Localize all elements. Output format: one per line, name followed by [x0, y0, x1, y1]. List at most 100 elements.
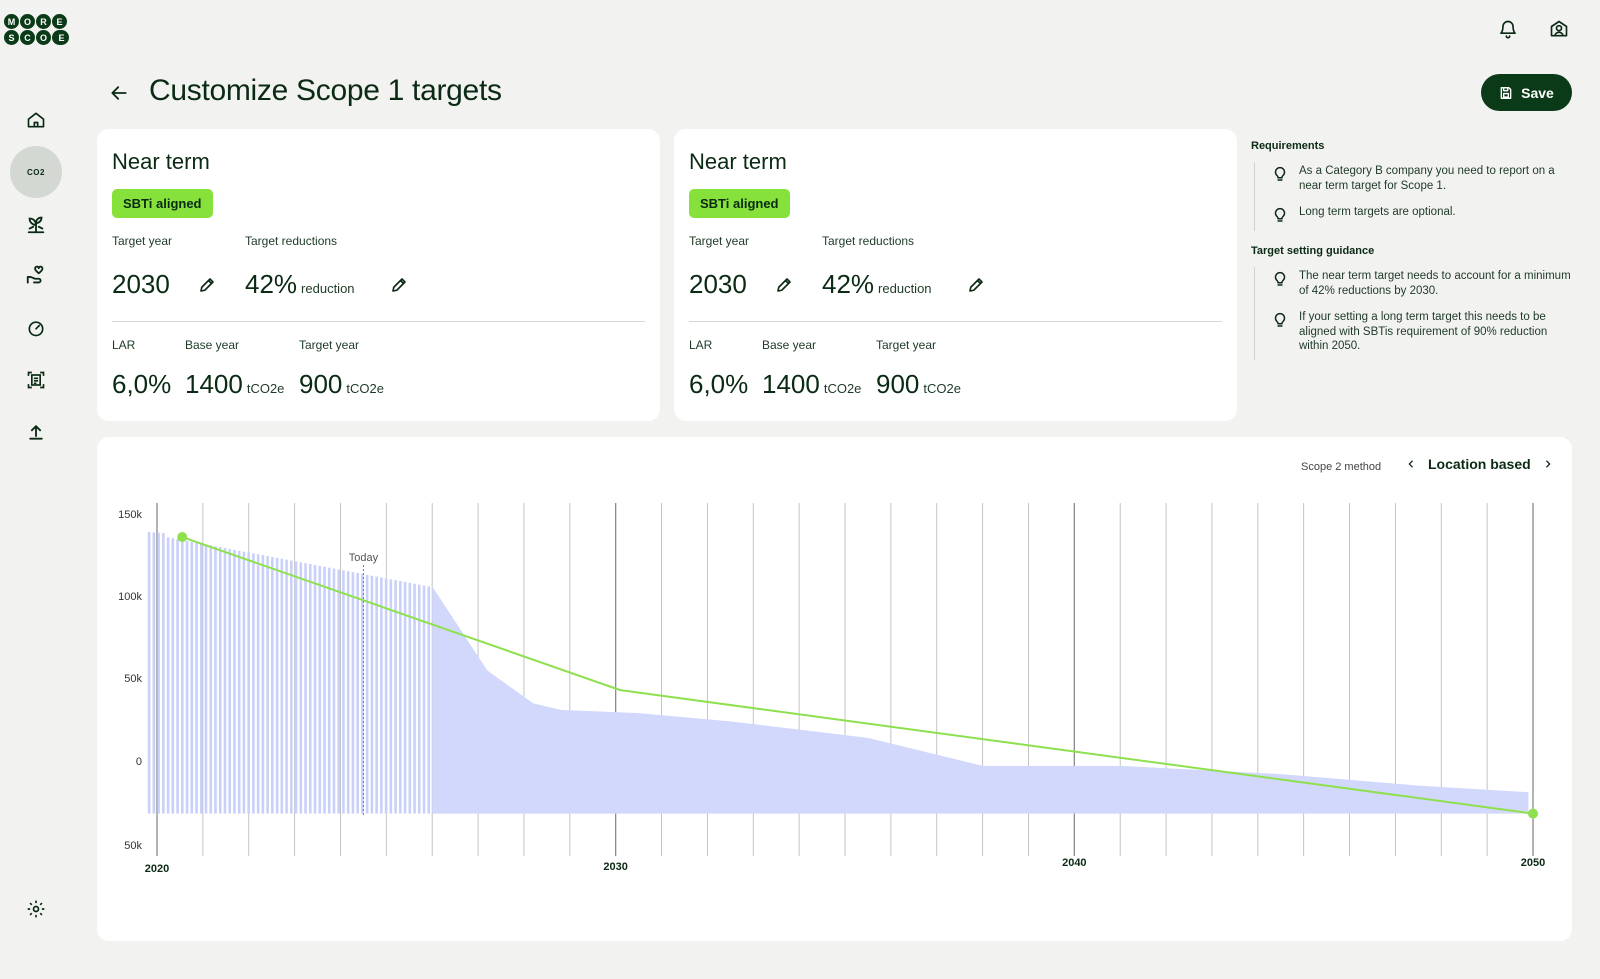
base-year-label: Base year: [185, 338, 240, 352]
chart-bar: [147, 532, 151, 814]
chart-bar: [299, 562, 303, 814]
guidance-text: The near term target needs to account fo…: [1299, 270, 1571, 297]
chart-bar: [384, 578, 388, 814]
target-point: [177, 532, 188, 543]
target-point: [1528, 808, 1538, 819]
edit-target-year-button[interactable]: [196, 274, 218, 296]
chart-bar: [313, 564, 317, 814]
target-year2-unit: tCO2e: [923, 381, 961, 396]
bell-icon[interactable]: [1496, 17, 1520, 41]
x-tick-label: 2040: [1062, 857, 1086, 869]
back-button[interactable]: [106, 80, 132, 106]
logo-letter: M: [4, 14, 19, 29]
upload-icon: [29, 424, 43, 440]
lightbulb-icon: [1274, 312, 1286, 327]
app-logo[interactable]: M O R E: [4, 14, 72, 48]
list-item: Long term targets are optional.: [1271, 205, 1571, 225]
chart-bar: [327, 567, 331, 814]
chart-bar: [323, 566, 326, 814]
home-icon: [27, 112, 45, 128]
chart-bar: [403, 581, 407, 814]
edit-reduction-button[interactable]: [965, 274, 987, 296]
chart-bar: [304, 563, 307, 814]
pencil-icon: [392, 278, 406, 292]
chart-bar: [223, 548, 227, 814]
chart-bar: [204, 544, 208, 814]
pencil-icon: [200, 278, 214, 292]
user-box-icon[interactable]: [1547, 17, 1571, 41]
base-year-value: 1400: [185, 369, 243, 399]
save-button-label: Save: [1521, 84, 1554, 101]
logo-letter: C: [20, 30, 35, 45]
chart-bar: [408, 582, 412, 814]
sidebar-item-settings[interactable]: [10, 883, 62, 935]
lar-value: 6,0%: [689, 369, 749, 399]
y-tick-label: 50k: [124, 840, 142, 852]
chart-bar: [337, 569, 341, 814]
sidebar-item-reports[interactable]: [10, 354, 62, 406]
guidance-list: The near term target needs to account fo…: [1254, 267, 1571, 360]
scope2-method-label: Scope 2 method: [1301, 461, 1382, 473]
x-tick-label: 2020: [145, 863, 169, 875]
chart-bar: [389, 579, 393, 814]
chart-bar: [399, 581, 402, 814]
target-year2-unit: tCO2e: [346, 381, 384, 396]
lightbulb-icon: [1274, 207, 1286, 222]
base-year-value-row: 1400 tCO2e: [185, 369, 284, 400]
chart-bar: [332, 568, 336, 814]
card-divider: [112, 321, 645, 322]
chart-bar: [242, 551, 246, 814]
floppy-disk-icon: [1500, 86, 1512, 99]
chart-bar: [290, 560, 293, 814]
target-year2-value-row: 900 tCO2e: [299, 369, 384, 400]
chart-bar: [218, 547, 222, 814]
save-button[interactable]: Save: [1481, 74, 1572, 111]
guidance-heading: Target setting guidance: [1251, 245, 1375, 257]
gear-icon: [27, 900, 45, 918]
target-year2-label: Target year: [876, 338, 937, 352]
chart-bar: [261, 555, 265, 814]
reduction-value-row: 42% reduction: [822, 269, 932, 300]
today-label: Today: [349, 552, 379, 564]
page-title: Customize Scope 1 targets: [149, 74, 502, 107]
chevron-right-icon[interactable]: [1541, 457, 1555, 471]
chart-area: [432, 586, 1529, 814]
sidebar-item-emissions[interactable]: CO2: [10, 146, 62, 198]
sidebar-item-upload[interactable]: [10, 406, 62, 458]
guidance-text: If your setting a long term target this …: [1299, 311, 1548, 352]
chart-bar: [162, 533, 165, 814]
chart-bar: [380, 577, 383, 814]
chart-bar: [285, 559, 288, 814]
target-line: [181, 536, 1534, 815]
chevron-left-icon[interactable]: [1404, 457, 1418, 471]
chart-bar: [228, 548, 232, 814]
logo-letter: O: [20, 14, 35, 29]
chart-bar: [417, 584, 421, 814]
x-tick-label: 2030: [603, 861, 627, 873]
chart-bar: [427, 586, 431, 814]
card-divider: [689, 321, 1222, 322]
x-tick-label: 2050: [1521, 857, 1545, 869]
target-year-value: 2030: [689, 269, 747, 299]
requirement-text: As a Category B company you need to repo…: [1299, 165, 1555, 192]
sidebar-item-plant[interactable]: [10, 198, 62, 250]
y-tick-label: 150k: [118, 509, 142, 521]
chart-bar: [252, 553, 255, 814]
edit-reduction-button[interactable]: [388, 274, 410, 296]
lar-label: LAR: [112, 338, 136, 352]
base-year-unit: tCO2e: [246, 381, 285, 396]
chart-bar: [365, 574, 369, 814]
target-year-label: Target year: [689, 234, 750, 248]
sidebar-item-dashboard[interactable]: [10, 302, 62, 354]
edit-target-year-button[interactable]: [773, 274, 795, 296]
sidebar-item-home[interactable]: [10, 94, 62, 146]
chart-bar: [394, 580, 397, 814]
arrow-left-icon: [111, 86, 127, 100]
logo-letter: O: [36, 30, 51, 45]
sidebar-item-community[interactable]: [10, 250, 62, 302]
reduction-value: 42%: [245, 269, 298, 299]
guidance-panel: Requirements As a Category B company you…: [1251, 140, 1571, 374]
chart-bar: [294, 561, 298, 814]
scope2-method-value: Location based: [1428, 456, 1531, 472]
